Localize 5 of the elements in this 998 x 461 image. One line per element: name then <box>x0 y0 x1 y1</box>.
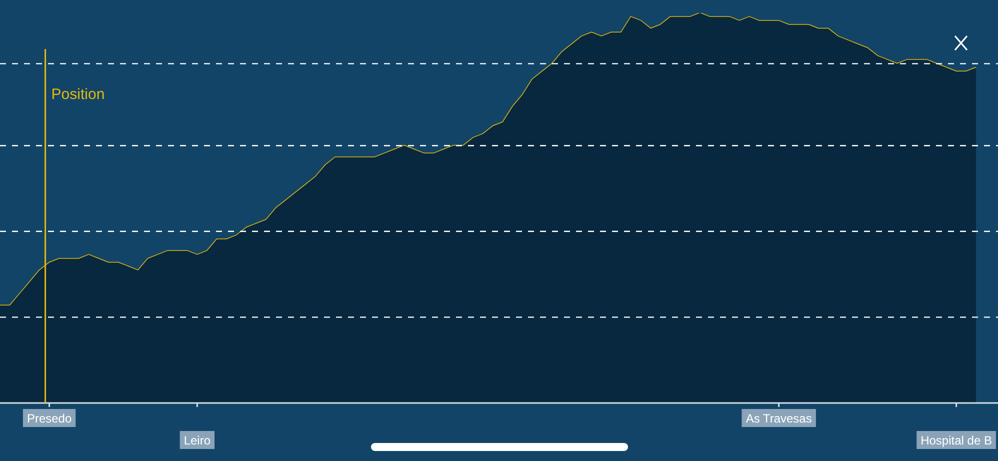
x-tick-label: Hospital de B <box>920 433 992 448</box>
ref-line-label: Position <box>51 86 105 104</box>
x-tick-label: Presedo <box>26 411 72 426</box>
x-tick-label: As Travesas <box>746 411 812 426</box>
x-tick-label: Leiro <box>184 433 211 448</box>
